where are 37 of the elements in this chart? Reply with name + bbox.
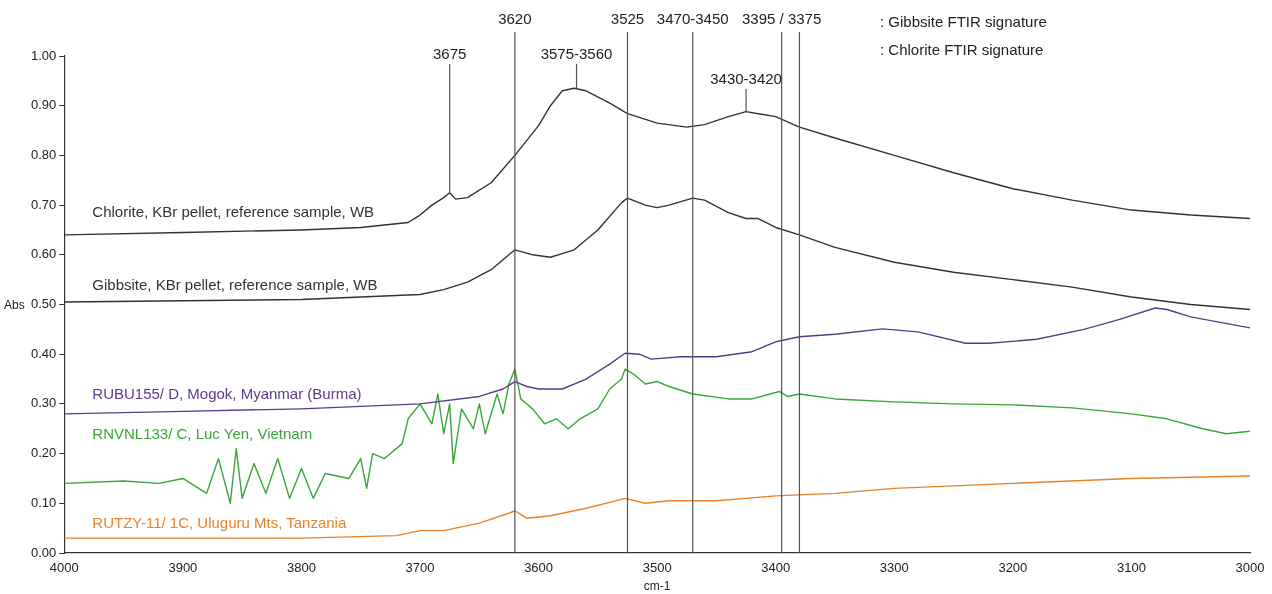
- series-label: Chlorite, KBr pellet, reference sample, WB: [92, 203, 375, 221]
- text: : Gibbsite FTIR signature: [880, 12, 1047, 32]
- x-tick-label: 3800: [286, 560, 316, 576]
- x-tick-label: 3500: [642, 560, 672, 576]
- y-tick-label: 0.90: [30, 97, 57, 113]
- x-tick-label: 3100: [1116, 560, 1146, 576]
- y-tick-label: 0.80: [30, 146, 57, 162]
- ref-line-label: 3525: [610, 10, 645, 27]
- x-tick-label: 3600: [524, 560, 554, 576]
- y-tick-label: 0.30: [30, 395, 57, 411]
- y-tick-label: 1.00: [30, 47, 57, 63]
- ref-line-label: 3470-3450: [656, 10, 729, 27]
- x-tick-label: 3700: [405, 560, 435, 576]
- x-tick-label: 3200: [998, 560, 1028, 576]
- y-tick-label: 0.10: [30, 494, 57, 510]
- y-tick-label: 0.00: [30, 544, 57, 560]
- series-label: RUBU155/ D, Mogok, Myanmar (Burma): [92, 384, 362, 402]
- x-tick-label: 3400: [761, 560, 791, 576]
- annotation: 3675: [432, 45, 467, 62]
- y-tick-label: 0.20: [30, 445, 57, 461]
- y-tick-label: 0.70: [30, 196, 57, 212]
- ref-line-label: 3620: [498, 10, 532, 27]
- x-tick-label: 3000: [1235, 560, 1265, 576]
- y-tick-label: 0.50: [30, 296, 57, 312]
- annotation: 3575-3560: [540, 45, 613, 62]
- ref-line-label: 3395 / 3375: [742, 10, 822, 27]
- series-label: RNVNL133/ C, Luc Yen, Vietnam: [92, 424, 313, 442]
- y-tick-label: 0.60: [30, 246, 57, 262]
- series-label: Gibbsite, KBr pellet, reference sample, WB: [92, 275, 378, 293]
- x-tick-label: 3300: [879, 560, 909, 576]
- series-label: RUTZY-11/ 1C, Uluguru Mts, Tanzania: [92, 514, 347, 532]
- x-tick-label: 3900: [168, 560, 198, 576]
- y-axis-title: Abs: [4, 297, 25, 312]
- x-axis-title: cm-1: [643, 579, 671, 594]
- x-tick-label: 4000: [49, 560, 79, 576]
- y-tick-label: 0.40: [30, 345, 57, 361]
- annotation: : Chlorite FTIR signature: [880, 40, 1045, 60]
